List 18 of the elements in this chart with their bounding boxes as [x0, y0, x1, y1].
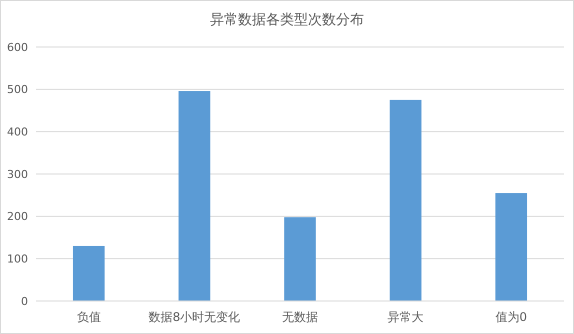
x-tick-label: 值为0 [495, 310, 528, 324]
x-tick-label: 无数据 [282, 310, 318, 324]
x-tick-label: 异常大 [388, 310, 424, 324]
y-tick-label: 100 [7, 252, 28, 266]
x-tick-label: 数据8小时无变化 [148, 310, 240, 324]
bar [284, 217, 316, 301]
y-tick-label: 0 [21, 294, 28, 308]
y-tick-label: 600 [7, 40, 28, 54]
y-tick-label: 300 [7, 168, 28, 181]
y-tick-label: 500 [7, 83, 28, 96]
bar [178, 91, 210, 301]
bar [390, 100, 422, 301]
y-tick-label: 400 [7, 126, 28, 139]
bar [72, 246, 105, 301]
chart-title: 异常数据各类型次数分布 [210, 12, 364, 28]
x-tick-label: 负值 [76, 310, 101, 324]
y-tick-label: 200 [7, 210, 28, 224]
bar [495, 193, 528, 301]
